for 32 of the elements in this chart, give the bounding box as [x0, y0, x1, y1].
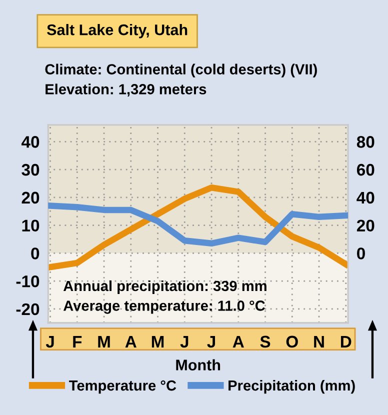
y2-tick-label: 40 [356, 192, 374, 204]
x-tick-label: M [98, 336, 110, 348]
y-tick-label: -10 [16, 275, 40, 288]
y-tick-label: 0 [31, 248, 40, 260]
legend-label: Temperature °C [69, 380, 176, 394]
x-tick-label: O [286, 336, 298, 348]
x-tick-label: N [314, 336, 324, 348]
y-tick-label: 30 [22, 164, 40, 176]
x-tick-label: J [46, 336, 54, 348]
annotation: Annual precipitation: 339 mm [63, 280, 266, 294]
annotation: Average temperature: 11.0 °C [63, 300, 265, 314]
x-tick-label: J [207, 336, 216, 348]
y2-tick-label: 0 [357, 248, 365, 260]
y-tick-label: 40 [21, 136, 40, 148]
y-tick-label: -20 [16, 303, 40, 316]
x-axis-title: Month [176, 359, 220, 370]
y2-tick-label: 20 [356, 220, 374, 232]
text: Elevation: 1,329 meters [46, 84, 206, 96]
x-tick-label: J [180, 336, 188, 348]
y-tick-label: 10 [22, 220, 40, 232]
chart-title: Salt Lake City, Utah [47, 24, 188, 38]
x-tick-label: S [260, 336, 270, 348]
legend-label: Precipitation (mm) [228, 380, 355, 394]
x-tick-label: A [125, 336, 136, 348]
x-tick-label: A [232, 336, 244, 348]
y2-tick-label: 80 [356, 136, 374, 148]
x-tick-label: M [152, 336, 164, 348]
y-tick-label: 20 [22, 192, 40, 204]
chart-subtitle: Climate: Continental (cold deserts) (VII) [45, 64, 317, 78]
x-tick-label: F [73, 336, 82, 348]
x-tick-label: D [340, 336, 352, 348]
y2-tick-label: 60 [356, 164, 374, 176]
